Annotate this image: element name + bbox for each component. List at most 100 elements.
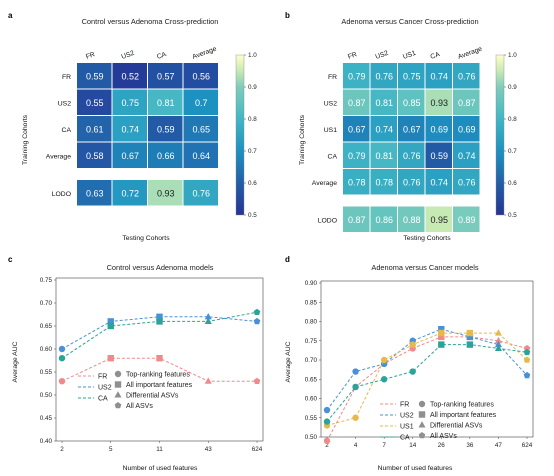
colorbar-tick-label: 1.0	[508, 52, 517, 59]
data-point	[156, 313, 163, 320]
panel-label-c: c	[8, 255, 13, 264]
heatmap-cell	[425, 63, 452, 89]
x-tick-label: 43	[205, 446, 213, 453]
cell-value: 0.74	[430, 71, 448, 81]
cell-value: 0.74	[458, 151, 476, 161]
data-point	[114, 370, 122, 378]
data-point	[253, 377, 261, 384]
col-header: Average	[457, 46, 483, 61]
legend-label: CA	[400, 435, 410, 442]
heatmap-b: FR US2 US1 CA Average FR US2 US1 CA Average LODO 0.…	[312, 46, 517, 232]
data-point	[58, 345, 66, 353]
data-point	[107, 322, 114, 330]
heatmap-cell	[370, 63, 397, 89]
y-tick-label: 0.75	[305, 338, 318, 345]
cell-value: 0.76	[375, 71, 393, 81]
heatmap-cell	[398, 169, 425, 195]
data-point	[352, 368, 359, 375]
heatmap-cell	[343, 142, 370, 168]
y-tick-label: 0.55	[305, 415, 318, 422]
data-point	[418, 421, 426, 428]
marker-legend-label: Differential ASVs	[126, 393, 179, 400]
x-tick-label: 36	[466, 442, 474, 449]
col-header: CA	[156, 51, 168, 61]
marker-legend-label: All important features	[430, 412, 497, 419]
heatmap-cell	[112, 180, 147, 206]
cell-value: 0.59	[157, 124, 175, 134]
cell-value: 0.74	[375, 124, 393, 134]
heatmap-b-ylabel: Training Cohorts	[299, 114, 306, 165]
cell-value: 0.56	[192, 71, 210, 81]
cell-value: 0.74	[430, 177, 448, 187]
cell-value: 0.75	[121, 98, 139, 108]
data-point	[418, 411, 426, 418]
colorbar-tick-label: 0.5	[508, 212, 517, 219]
colorbar-tick-label: 0.7	[248, 148, 257, 155]
cell-value: 0.59	[86, 71, 104, 81]
y-tick-label: 0.70	[305, 357, 318, 364]
data-point	[523, 344, 531, 352]
y-tick-label: 0.75	[40, 277, 53, 284]
watermark: CSDN @拆西瓜	[434, 450, 527, 465]
cell-value: 0.58	[86, 151, 104, 161]
col-header: US2	[375, 50, 390, 61]
colorbar-tick-label: 0.6	[248, 180, 257, 187]
heatmap-cell	[425, 206, 452, 232]
colorbar	[495, 54, 505, 216]
data-point	[438, 326, 445, 333]
line-c-xlabel: Number of used features	[123, 465, 198, 472]
colorbar-tick-label: 0.8	[508, 116, 517, 123]
y-tick-label: 0.45	[40, 415, 53, 422]
y-tick-label: 0.60	[40, 346, 53, 353]
cell-value: 0.72	[121, 188, 139, 198]
data-point	[494, 329, 502, 336]
heatmap-cell	[148, 116, 183, 142]
cell-value: 0.93	[430, 98, 448, 108]
data-point	[418, 432, 426, 439]
heatmap-cell	[370, 206, 397, 232]
heatmap-cell	[453, 142, 480, 168]
marker-legend-label: All ASVs	[430, 433, 457, 440]
x-tick-label: 5	[109, 446, 113, 453]
heatmap-cell	[148, 142, 183, 168]
panel-label-b: b	[285, 11, 290, 20]
cell-value: 0.55	[86, 98, 104, 108]
x-tick-label: 14	[409, 442, 417, 449]
data-point	[409, 368, 416, 375]
heatmap-cell	[77, 116, 112, 142]
series-line	[326, 328, 528, 411]
data-point	[466, 333, 474, 341]
cell-value: 0.66	[157, 151, 175, 161]
cell-value: 0.76	[403, 151, 421, 161]
cell-value: 0.88	[403, 215, 421, 225]
heatmap-a-xlabel: Testing Cohorts	[122, 235, 170, 242]
heatmap-cell	[343, 63, 370, 89]
x-tick-label: 2	[325, 442, 329, 449]
data-point	[323, 418, 331, 425]
data-point	[352, 383, 359, 391]
row-header: US2	[58, 100, 71, 107]
cell-value: 0.79	[348, 71, 366, 81]
y-tick-label: 0.70	[40, 300, 53, 307]
col-header: US2	[121, 50, 136, 61]
heatmap-cell	[183, 180, 218, 206]
cell-value: 0.81	[375, 98, 393, 108]
cell-value: 0.67	[403, 124, 421, 134]
line-c-title: Control versus Adenoma models	[107, 263, 214, 272]
cell-value: 0.67	[348, 124, 366, 134]
heatmap-cell	[112, 89, 147, 115]
colorbar-tick-label: 0.6	[508, 180, 517, 187]
heatmap-cell	[453, 206, 480, 232]
legend-label: US2	[98, 385, 112, 392]
data-point	[323, 406, 331, 414]
series-line	[326, 332, 528, 426]
heatmap-cell	[343, 206, 370, 232]
cell-value: 0.85	[403, 98, 421, 108]
heatmap-cell	[398, 116, 425, 142]
heatmap-a-title: Control versus Adenoma Cross-prediction	[82, 17, 219, 26]
heatmap-cell	[425, 169, 452, 195]
heatmap-cell	[398, 142, 425, 168]
cell-value: 0.59	[430, 151, 448, 161]
col-header: FR	[347, 51, 358, 61]
series-line	[326, 336, 528, 442]
